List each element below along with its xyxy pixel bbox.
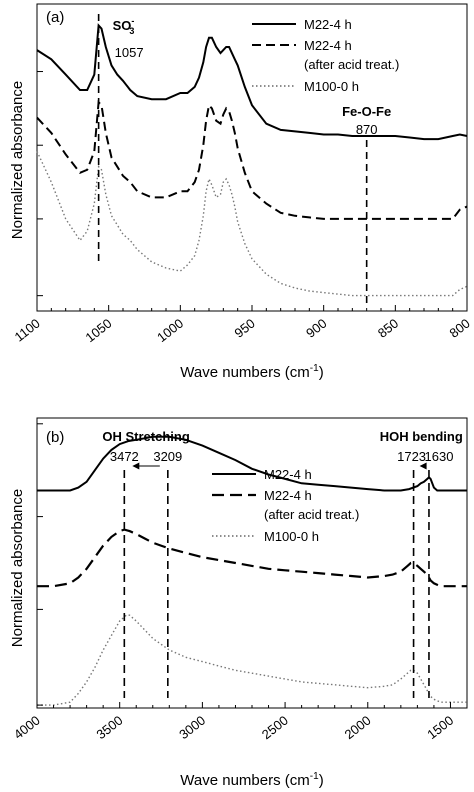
oh-value-2: 3209 xyxy=(153,449,182,464)
x-tick-label-a-3: 1000 xyxy=(154,316,186,346)
panel-a: (a) 1100 1050 1000 950 900 850 800 SO-3 1057 F… xyxy=(9,3,473,381)
panel-label-b: (b) xyxy=(46,429,64,446)
x-axis-title-a: Wave numbers (cm-1) xyxy=(180,363,323,381)
x-tick-label-b-4: 2500 xyxy=(259,713,291,743)
y-axis-title-a: Normalized absorbance xyxy=(9,81,26,239)
series-group-a xyxy=(36,23,468,297)
x-tick-label-b-2: 3500 xyxy=(94,713,126,743)
series-line-b-2 xyxy=(37,528,467,588)
panel-b: (b) 4000 3500 3000 2500 2000 1500 OH Stretchi… xyxy=(9,417,468,789)
x-tick-label-a-2: 1050 xyxy=(82,316,114,346)
oh-stretching-label: OH Stretching xyxy=(102,429,189,444)
legend-b-label-2: M22-4 h xyxy=(264,488,312,503)
legend-a: M22-4 h M22-4 h (after acid treat.) M100… xyxy=(252,17,399,94)
x-axis-title-b: Wave numbers (cm-1) xyxy=(180,771,323,789)
oh-value-1: 3472 xyxy=(110,449,139,464)
hoh-value-2: 1630 xyxy=(425,449,454,464)
series-line-a-2 xyxy=(36,99,468,220)
arrow-head xyxy=(419,462,427,470)
x-tick-label-a-4: 950 xyxy=(232,316,258,341)
legend-a-label-2b: (after acid treat.) xyxy=(304,57,399,72)
legend-b-label-2b: (after acid treat.) xyxy=(264,507,359,522)
hoh-shift-arrow xyxy=(419,462,427,470)
hoh-bending-label: HOH bending xyxy=(380,429,463,444)
x-tick-label-a-7: 800 xyxy=(447,316,473,341)
feofe-label: Fe-O-Fe xyxy=(342,104,391,119)
panel-label-a: (a) xyxy=(46,9,64,26)
legend-b-label-1: M22-4 h xyxy=(264,467,312,482)
x-tick-label-b-6: 1500 xyxy=(424,713,456,743)
feofe-value-label: 870 xyxy=(356,122,378,137)
legend-a-label-2: M22-4 h xyxy=(304,38,352,53)
x-tick-label-b-5: 2000 xyxy=(342,713,374,743)
x-tick-label-b-1: 4000 xyxy=(11,713,43,743)
series-group-b xyxy=(37,435,467,706)
x-tick-label-a-6: 850 xyxy=(375,316,401,341)
y-ticks-a xyxy=(37,71,43,297)
x-tick-label-a-5: 900 xyxy=(303,316,329,341)
oh-shift-arrow xyxy=(132,462,160,470)
x-tick-label-a-1: 1100 xyxy=(12,316,43,345)
legend-a-label-3: M100-0 h xyxy=(304,79,359,94)
series-line-b-3 xyxy=(37,614,467,706)
so3-label: SO-3 xyxy=(113,16,135,36)
series-line-a-3 xyxy=(36,151,468,297)
hoh-value-1: 1723 xyxy=(397,449,426,464)
y-ticks-b xyxy=(37,423,43,706)
plot-frame-a xyxy=(36,3,468,312)
legend-b-label-3: M100-0 h xyxy=(264,529,319,544)
series-line-a-1 xyxy=(36,23,468,141)
legend-a-label-1: M22-4 h xyxy=(304,17,352,32)
y-axis-title-b: Normalized absorbance xyxy=(9,489,26,647)
legend-b: M22-4 h M22-4 h (after acid treat.) M100… xyxy=(212,467,359,544)
so3-value-label: 1057 xyxy=(115,45,144,60)
arrow-head xyxy=(132,462,140,470)
x-tick-label-b-3: 3000 xyxy=(176,713,208,743)
